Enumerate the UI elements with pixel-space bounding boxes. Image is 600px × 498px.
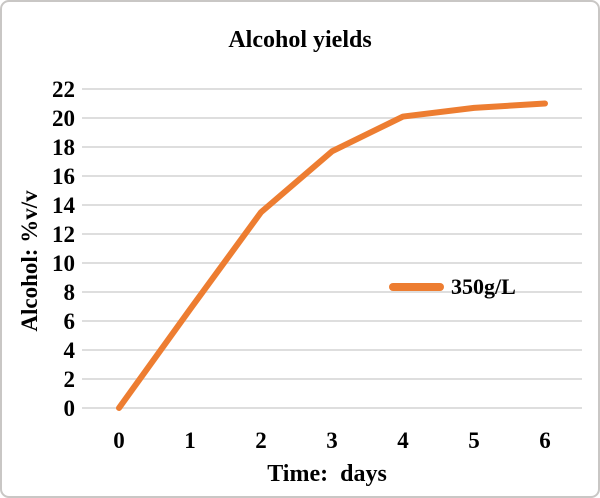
x-axis-title: Time: days: [267, 461, 387, 487]
chart-title: Alcohol yields: [228, 27, 372, 53]
y-tick-label: 22: [52, 77, 75, 102]
x-tick-label: 6: [539, 428, 551, 453]
y-tick-label: 14: [52, 193, 76, 218]
x-tick-label: 1: [184, 428, 196, 453]
y-tick-label: 4: [64, 338, 76, 363]
y-tick-label: 0: [64, 396, 76, 421]
x-tick-label: 2: [255, 428, 267, 453]
legend-line-swatch: [389, 283, 444, 291]
x-tick-label: 3: [326, 428, 338, 453]
y-tick-label: 16: [52, 164, 75, 189]
legend: 350g/L: [389, 273, 516, 301]
y-tick-label: 20: [52, 106, 75, 131]
y-tick-label: 12: [52, 222, 75, 247]
x-tick-label: 5: [468, 428, 480, 453]
x-tick-label: 0: [113, 428, 125, 453]
legend-series-label: 350g/L: [451, 274, 516, 299]
y-tick-label: 6: [64, 309, 76, 334]
y-tick-label: 8: [64, 280, 76, 305]
y-tick-label: 18: [52, 135, 75, 160]
y-tick-label: 10: [52, 251, 75, 276]
x-tick-label: 4: [397, 428, 409, 453]
series-line-350gL: [116, 100, 548, 411]
y-tick-label: 2: [64, 367, 76, 392]
